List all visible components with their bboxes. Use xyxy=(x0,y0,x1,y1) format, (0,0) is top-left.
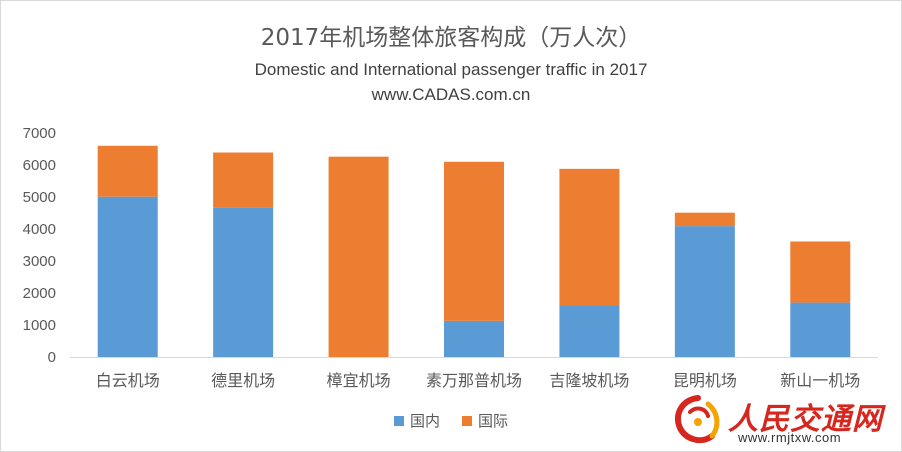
y-tick-label: 0 xyxy=(48,349,56,366)
legend-item-domestic: 国内 xyxy=(393,410,440,431)
bar-international-0 xyxy=(97,145,158,197)
x-axis-labels: 白云机场 德里机场 樟宜机场 素万那普机场 吉隆坡机场 昆明机场 新山一机场 xyxy=(96,371,861,390)
bar-international-6 xyxy=(790,241,851,303)
y-tick-label: 7000 xyxy=(23,125,56,142)
y-tick-label: 5000 xyxy=(23,189,56,206)
bar-international-4 xyxy=(559,168,620,306)
chart-title: 2017年机场整体旅客构成（万人次） xyxy=(260,25,642,51)
y-tick-label: 1000 xyxy=(23,317,56,334)
y-tick-label: 2000 xyxy=(23,285,56,302)
watermark-url: www.rmjtxw.com xyxy=(738,430,842,445)
legend-swatch-international xyxy=(462,415,472,426)
legend-label-domestic: 国内 xyxy=(409,412,440,430)
bar-domestic-4 xyxy=(559,305,620,357)
y-tick-label: 3000 xyxy=(23,253,56,270)
bar-international-5 xyxy=(674,212,735,227)
bar-domestic-0 xyxy=(97,196,158,357)
bars xyxy=(97,145,851,357)
x-category-label: 德里机场 xyxy=(211,371,275,390)
x-category-label: 素万那普机场 xyxy=(426,371,522,390)
watermark-brand: 人民交通网 xyxy=(728,402,883,437)
swirl-logo-icon xyxy=(675,395,720,444)
x-category-label: 樟宜机场 xyxy=(327,371,391,390)
bar-international-2 xyxy=(328,156,389,357)
bar-domestic-6 xyxy=(790,302,851,357)
legend-label-international: 国际 xyxy=(478,412,509,430)
bar-domestic-5 xyxy=(674,226,735,357)
x-category-label: 吉隆坡机场 xyxy=(549,371,629,390)
legend-item-international: 国际 xyxy=(462,410,508,431)
watermark-logo: 人民交通网 www.rmjtxw.com xyxy=(668,392,888,450)
bar-international-1 xyxy=(213,152,274,208)
bar-international-3 xyxy=(444,161,504,321)
bar-domestic-1 xyxy=(213,207,274,357)
x-category-label: 白云机场 xyxy=(96,371,160,390)
x-category-label: 昆明机场 xyxy=(673,371,737,390)
chart-subtitle-line-2: www.CADAS.com.cn xyxy=(371,85,531,104)
bar-domestic-3 xyxy=(444,320,504,357)
chart-subtitle-line-1: Domestic and International passenger tra… xyxy=(254,60,648,79)
y-tick-label: 4000 xyxy=(23,221,56,238)
legend-swatch-domestic xyxy=(393,415,404,426)
y-axis-ticks: 0 1000 2000 3000 4000 5000 6000 7000 xyxy=(23,125,56,366)
x-category-label: 新山一机场 xyxy=(780,371,860,390)
y-tick-label: 6000 xyxy=(23,157,56,174)
legend: 国内 国际 xyxy=(0,410,902,431)
